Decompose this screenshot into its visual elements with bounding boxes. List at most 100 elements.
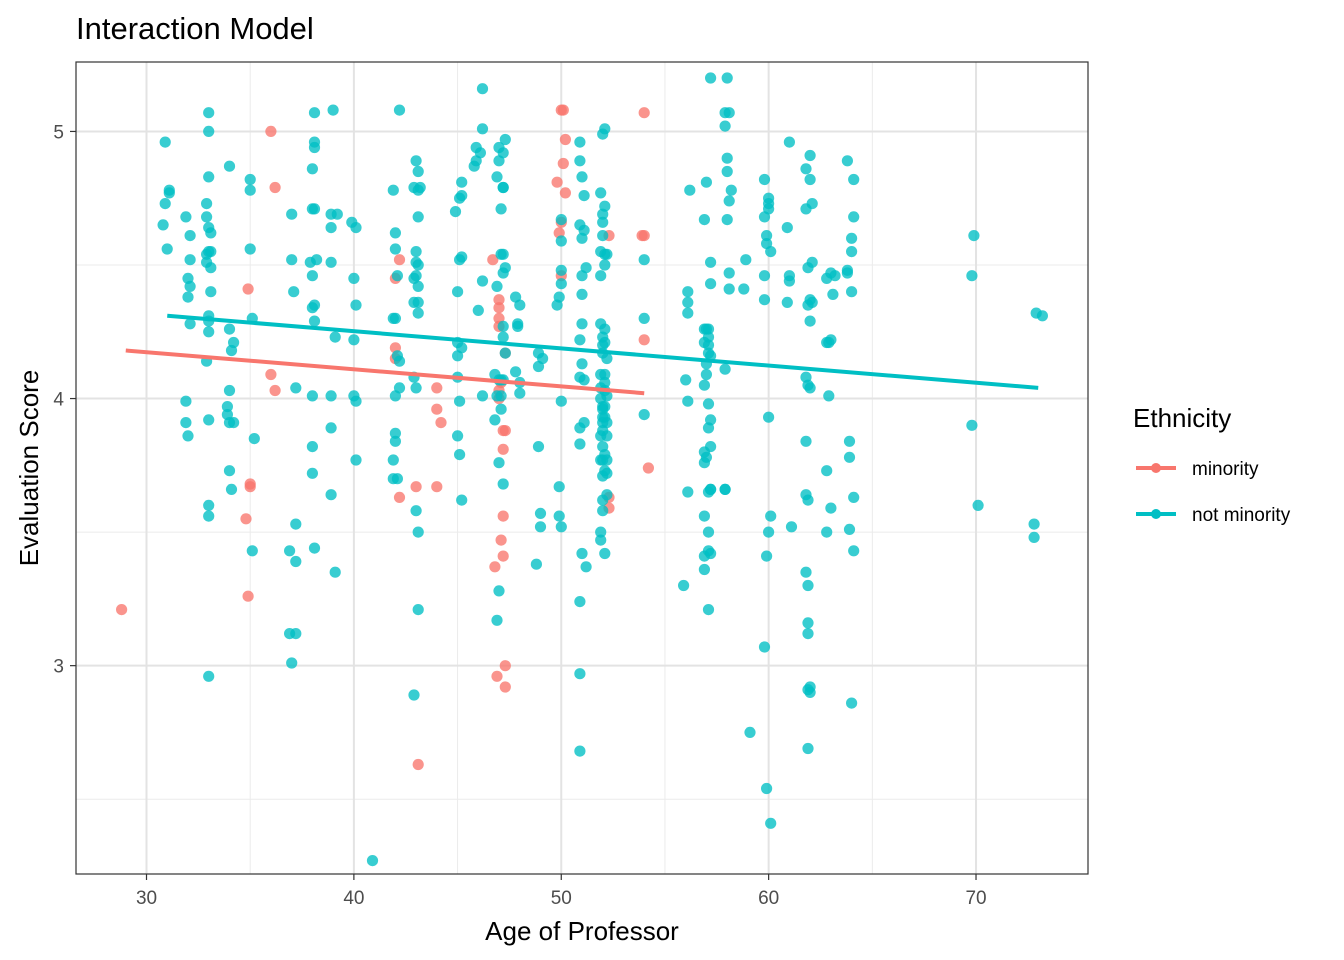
data-point-not-minority [393, 104, 406, 116]
data-point-not-minority [290, 628, 302, 640]
data-point-not-minority [472, 304, 484, 316]
data-point-minority [557, 104, 569, 116]
data-point-not-minority [412, 526, 424, 538]
data-point-not-minority [804, 173, 816, 186]
data-point-not-minority [848, 491, 860, 503]
data-point-not-minority [325, 390, 337, 402]
data-point-not-minority [599, 259, 611, 271]
data-point-not-minority [389, 312, 401, 324]
data-point-not-minority [705, 483, 717, 495]
data-point-not-minority [601, 248, 613, 260]
data-point-not-minority [802, 628, 814, 640]
data-point-not-minority [412, 307, 424, 319]
data-point-minority [493, 294, 505, 306]
data-point-not-minority [576, 547, 588, 560]
data-point-not-minority [495, 390, 507, 402]
data-point-not-minority [325, 256, 337, 268]
data-point-not-minority [599, 336, 611, 349]
data-point-not-minority [725, 184, 737, 196]
y-axis-title: Evaluation Score [14, 370, 44, 567]
data-point-not-minority [597, 216, 609, 228]
data-point-not-minority [821, 465, 833, 477]
data-point-not-minority [350, 454, 362, 466]
data-point-not-minority [408, 689, 420, 701]
data-point-not-minority [806, 256, 818, 268]
data-point-not-minority [389, 435, 401, 447]
data-point-not-minority [497, 320, 509, 332]
data-point-not-minority [497, 331, 509, 343]
data-point-not-minority [329, 566, 341, 578]
data-point-not-minority [489, 414, 501, 426]
data-point-not-minority [700, 451, 713, 463]
data-point-not-minority [721, 214, 733, 226]
data-point-not-minority [580, 561, 592, 573]
data-point-not-minority [601, 352, 613, 365]
data-point-not-minority [184, 318, 196, 330]
data-point-not-minority [597, 230, 609, 242]
data-point-not-minority [781, 222, 793, 234]
chart-title: Interaction Model [76, 11, 314, 46]
data-point-minority [497, 510, 509, 522]
data-point-not-minority [702, 339, 715, 351]
data-point-not-minority [700, 368, 713, 381]
data-point-not-minority [412, 259, 424, 271]
data-point-not-minority [456, 494, 468, 506]
data-point-not-minority [576, 288, 588, 300]
data-point-not-minority [723, 283, 735, 295]
data-point-not-minority [180, 417, 192, 429]
data-point-not-minority [843, 435, 856, 447]
data-point-not-minority [387, 184, 399, 196]
data-point-not-minority [758, 641, 771, 653]
data-point-not-minority [601, 454, 613, 466]
data-point-not-minority [698, 214, 711, 226]
data-point-not-minority [205, 262, 217, 274]
data-point-not-minority [205, 286, 217, 298]
data-points [116, 72, 1048, 867]
data-point-not-minority [1036, 310, 1048, 322]
data-point-not-minority [509, 366, 522, 378]
data-point-not-minority [223, 323, 236, 335]
data-point-minority [559, 187, 572, 199]
data-point-not-minority [804, 315, 816, 327]
data-point-not-minority [456, 190, 468, 202]
data-point-not-minority [290, 382, 302, 394]
data-point-not-minority [574, 596, 586, 608]
data-point-not-minority [244, 184, 256, 196]
data-point-minority [265, 368, 277, 381]
data-point-not-minority [723, 267, 735, 279]
data-point-not-minority [758, 270, 771, 282]
data-point-not-minority [366, 855, 379, 867]
data-point-not-minority [823, 390, 835, 402]
data-point-not-minority [201, 198, 213, 210]
data-point-not-minority [595, 526, 607, 538]
data-point-not-minority [491, 614, 503, 626]
data-point-not-minority [410, 246, 422, 258]
data-point-not-minority [412, 165, 424, 178]
data-point-not-minority [306, 441, 318, 453]
data-point-not-minority [348, 272, 360, 284]
data-point-not-minority [800, 163, 812, 175]
data-point-not-minority [325, 489, 337, 501]
data-point-not-minority [578, 224, 590, 236]
data-point-not-minority [599, 123, 611, 135]
data-point-not-minority [491, 171, 503, 183]
data-point-not-minority [157, 219, 169, 231]
data-point-not-minority [698, 563, 711, 576]
data-point-not-minority [702, 526, 715, 538]
data-point-not-minority [740, 254, 752, 266]
data-point-not-minority [286, 208, 298, 220]
data-point-not-minority [410, 155, 422, 167]
data-point-not-minority [203, 326, 215, 338]
data-point-minority [393, 491, 406, 503]
data-point-not-minority [350, 395, 362, 407]
data-point-not-minority [244, 173, 256, 186]
legend-label-not-minority: not minority [1192, 505, 1291, 526]
x-tick-label: 50 [551, 888, 572, 909]
data-point-not-minority [841, 155, 854, 167]
data-point-minority [642, 462, 655, 474]
data-point-not-minority [553, 510, 565, 522]
data-point-not-minority [576, 358, 588, 370]
data-point-not-minority [491, 280, 503, 292]
data-point-not-minority [578, 417, 590, 429]
data-point-not-minority [1028, 531, 1040, 544]
